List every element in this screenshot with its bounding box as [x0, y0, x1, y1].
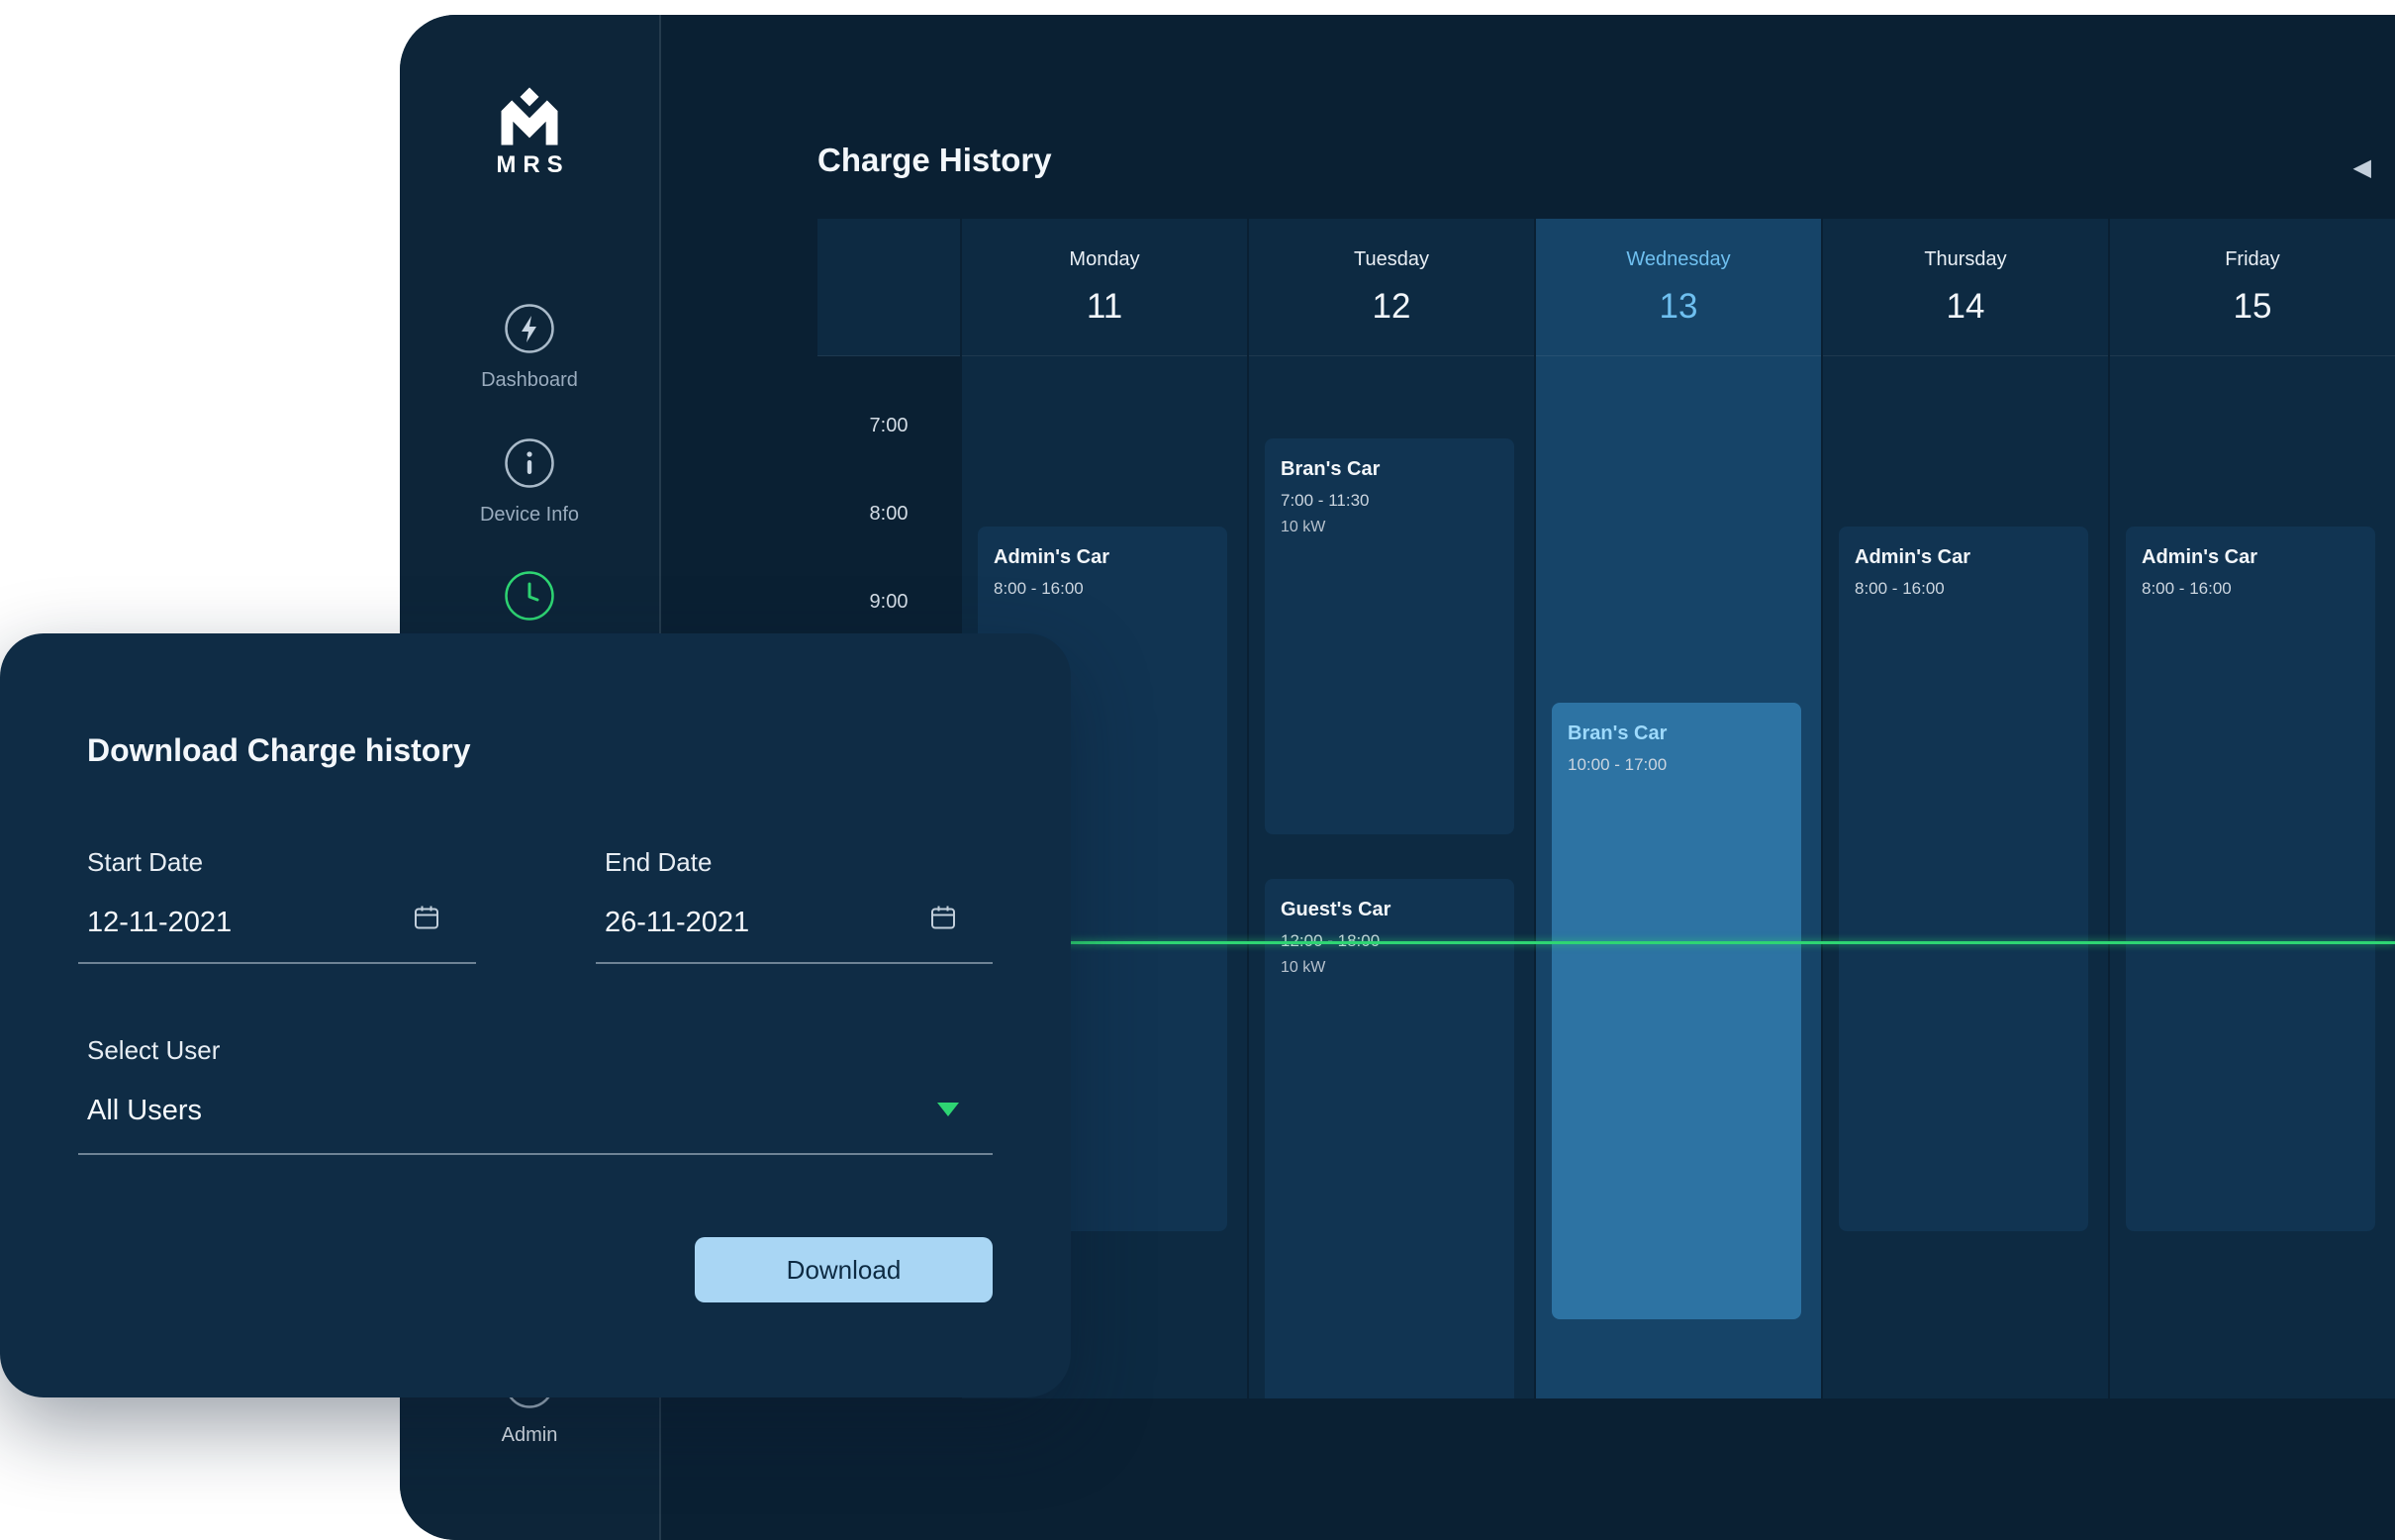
event-power: 10 kW [1281, 519, 1326, 535]
info-icon [504, 437, 555, 489]
day-header: Wednesday 13 [1536, 219, 1821, 356]
event-block[interactable]: Admin's Car 8:00 - 16:00 [2126, 527, 2375, 1231]
calendar-icon[interactable] [928, 903, 958, 932]
sidebar-item-charge-history[interactable] [400, 570, 659, 626]
sidebar-item-device-info[interactable]: Device Info [400, 437, 659, 527]
day-body: Admin's Car 8:00 - 16:00 [2110, 356, 2395, 1398]
current-time-line [817, 941, 2395, 944]
sidebar-item-label: Admin [501, 1424, 558, 1446]
event-time: 8:00 - 16:00 [1855, 579, 1945, 598]
download-modal: Download Charge history Start Date 12-11… [0, 633, 1071, 1397]
time-label: 7:00 [869, 415, 909, 436]
event-time: 10:00 - 17:00 [1568, 755, 1668, 774]
day-number: 15 [2233, 287, 2272, 326]
user-select[interactable]: All Users [87, 1095, 203, 1126]
end-date-label: End Date [605, 847, 713, 877]
select-user-label: Select User [87, 1035, 221, 1065]
time-label: 8:00 [869, 503, 909, 525]
day-body: Admin's Car 8:00 - 16:00 [1823, 356, 2108, 1398]
day-body: Bran's Car 7:00 - 11:30 10 kW Guest's Ca… [1249, 356, 1534, 1398]
day-column-thursday: Thursday 14 Admin's Car 8:00 - 16:00 [1823, 219, 2108, 1398]
day-column-tuesday: Tuesday 12 Bran's Car 7:00 - 11:30 10 kW… [1249, 219, 1534, 1398]
event-time: 12:00 - 18:00 [1281, 931, 1498, 951]
day-column-friday: Friday 15 Admin's Car 8:00 - 16:00 [2110, 219, 2395, 1398]
brand-logo: MRS [400, 86, 659, 179]
app-window: MRS Dashboard Device Info [400, 15, 2395, 1540]
day-number: 13 [1659, 287, 1698, 326]
calendar-icon[interactable] [412, 903, 441, 932]
event-title: Admin's Car [2142, 546, 2258, 568]
brand-m-icon [501, 87, 558, 145]
event-time: 8:00 - 16:00 [994, 579, 1084, 598]
page-title: Charge History [817, 142, 1052, 178]
modal-title: Download Charge history [87, 732, 471, 768]
event-time: 8:00 - 16:00 [2142, 579, 2232, 598]
time-label: 9:00 [869, 591, 909, 613]
start-date-input[interactable]: 12-11-2021 [87, 907, 233, 938]
event-block[interactable]: Guest's Car 12:00 - 18:00 10 kW [1265, 879, 1514, 1398]
event-power: 10 kW [1281, 959, 1326, 976]
event-time: 7:00 - 11:30 [1281, 491, 1370, 510]
brand-name: MRS [496, 151, 570, 178]
day-name: Monday [1069, 248, 1140, 270]
clock-icon [504, 570, 555, 622]
day-number: 14 [1946, 287, 1985, 326]
event-title: Admin's Car [994, 546, 1110, 568]
lightning-icon [504, 303, 555, 354]
start-date-underline [78, 962, 476, 964]
day-name: Thursday [1924, 248, 2007, 270]
start-date-label: Start Date [87, 847, 204, 877]
day-body: Bran's Car 10:00 - 17:00 [1536, 356, 1821, 1398]
event-title: Guest's Car [1281, 899, 1391, 920]
event-title: Admin's Car [1855, 546, 1971, 568]
event-title: Bran's Car [1281, 458, 1381, 480]
day-column-wednesday: Wednesday 13 Bran's Car 10:00 - 17:00 [1536, 219, 1821, 1398]
event-block[interactable]: Admin's Car 8:00 - 16:00 [1839, 527, 2088, 1231]
event-block[interactable]: Bran's Car 10:00 - 17:00 [1552, 703, 1801, 1319]
sidebar-item-label: Dashboard [481, 369, 578, 391]
day-header: Friday 15 [2110, 219, 2395, 356]
event-block[interactable]: Bran's Car 7:00 - 11:30 10 kW [1265, 438, 1514, 834]
sidebar-item-dashboard[interactable]: Dashboard [400, 303, 659, 392]
day-name: Friday [2225, 248, 2280, 270]
triangle-down-icon [937, 1103, 959, 1116]
sidebar-item-label: Device Info [479, 504, 580, 526]
time-gutter-header [817, 219, 960, 356]
end-date-underline [596, 962, 993, 964]
day-number: 11 [1086, 287, 1123, 326]
download-button[interactable]: Download [695, 1237, 993, 1302]
day-header: Tuesday 12 [1249, 219, 1534, 356]
user-select-underline [78, 1153, 993, 1155]
day-name: Tuesday [1354, 248, 1429, 270]
day-name: Wednesday [1626, 248, 1731, 270]
day-header: Thursday 14 [1823, 219, 2108, 356]
day-header: Monday 11 [962, 219, 1247, 356]
end-date-input[interactable]: 26-11-2021 [605, 907, 750, 938]
event-title: Bran's Car [1568, 722, 1668, 744]
collapse-arrow-icon[interactable]: ◀ [2352, 154, 2371, 181]
day-number: 12 [1372, 287, 1411, 326]
